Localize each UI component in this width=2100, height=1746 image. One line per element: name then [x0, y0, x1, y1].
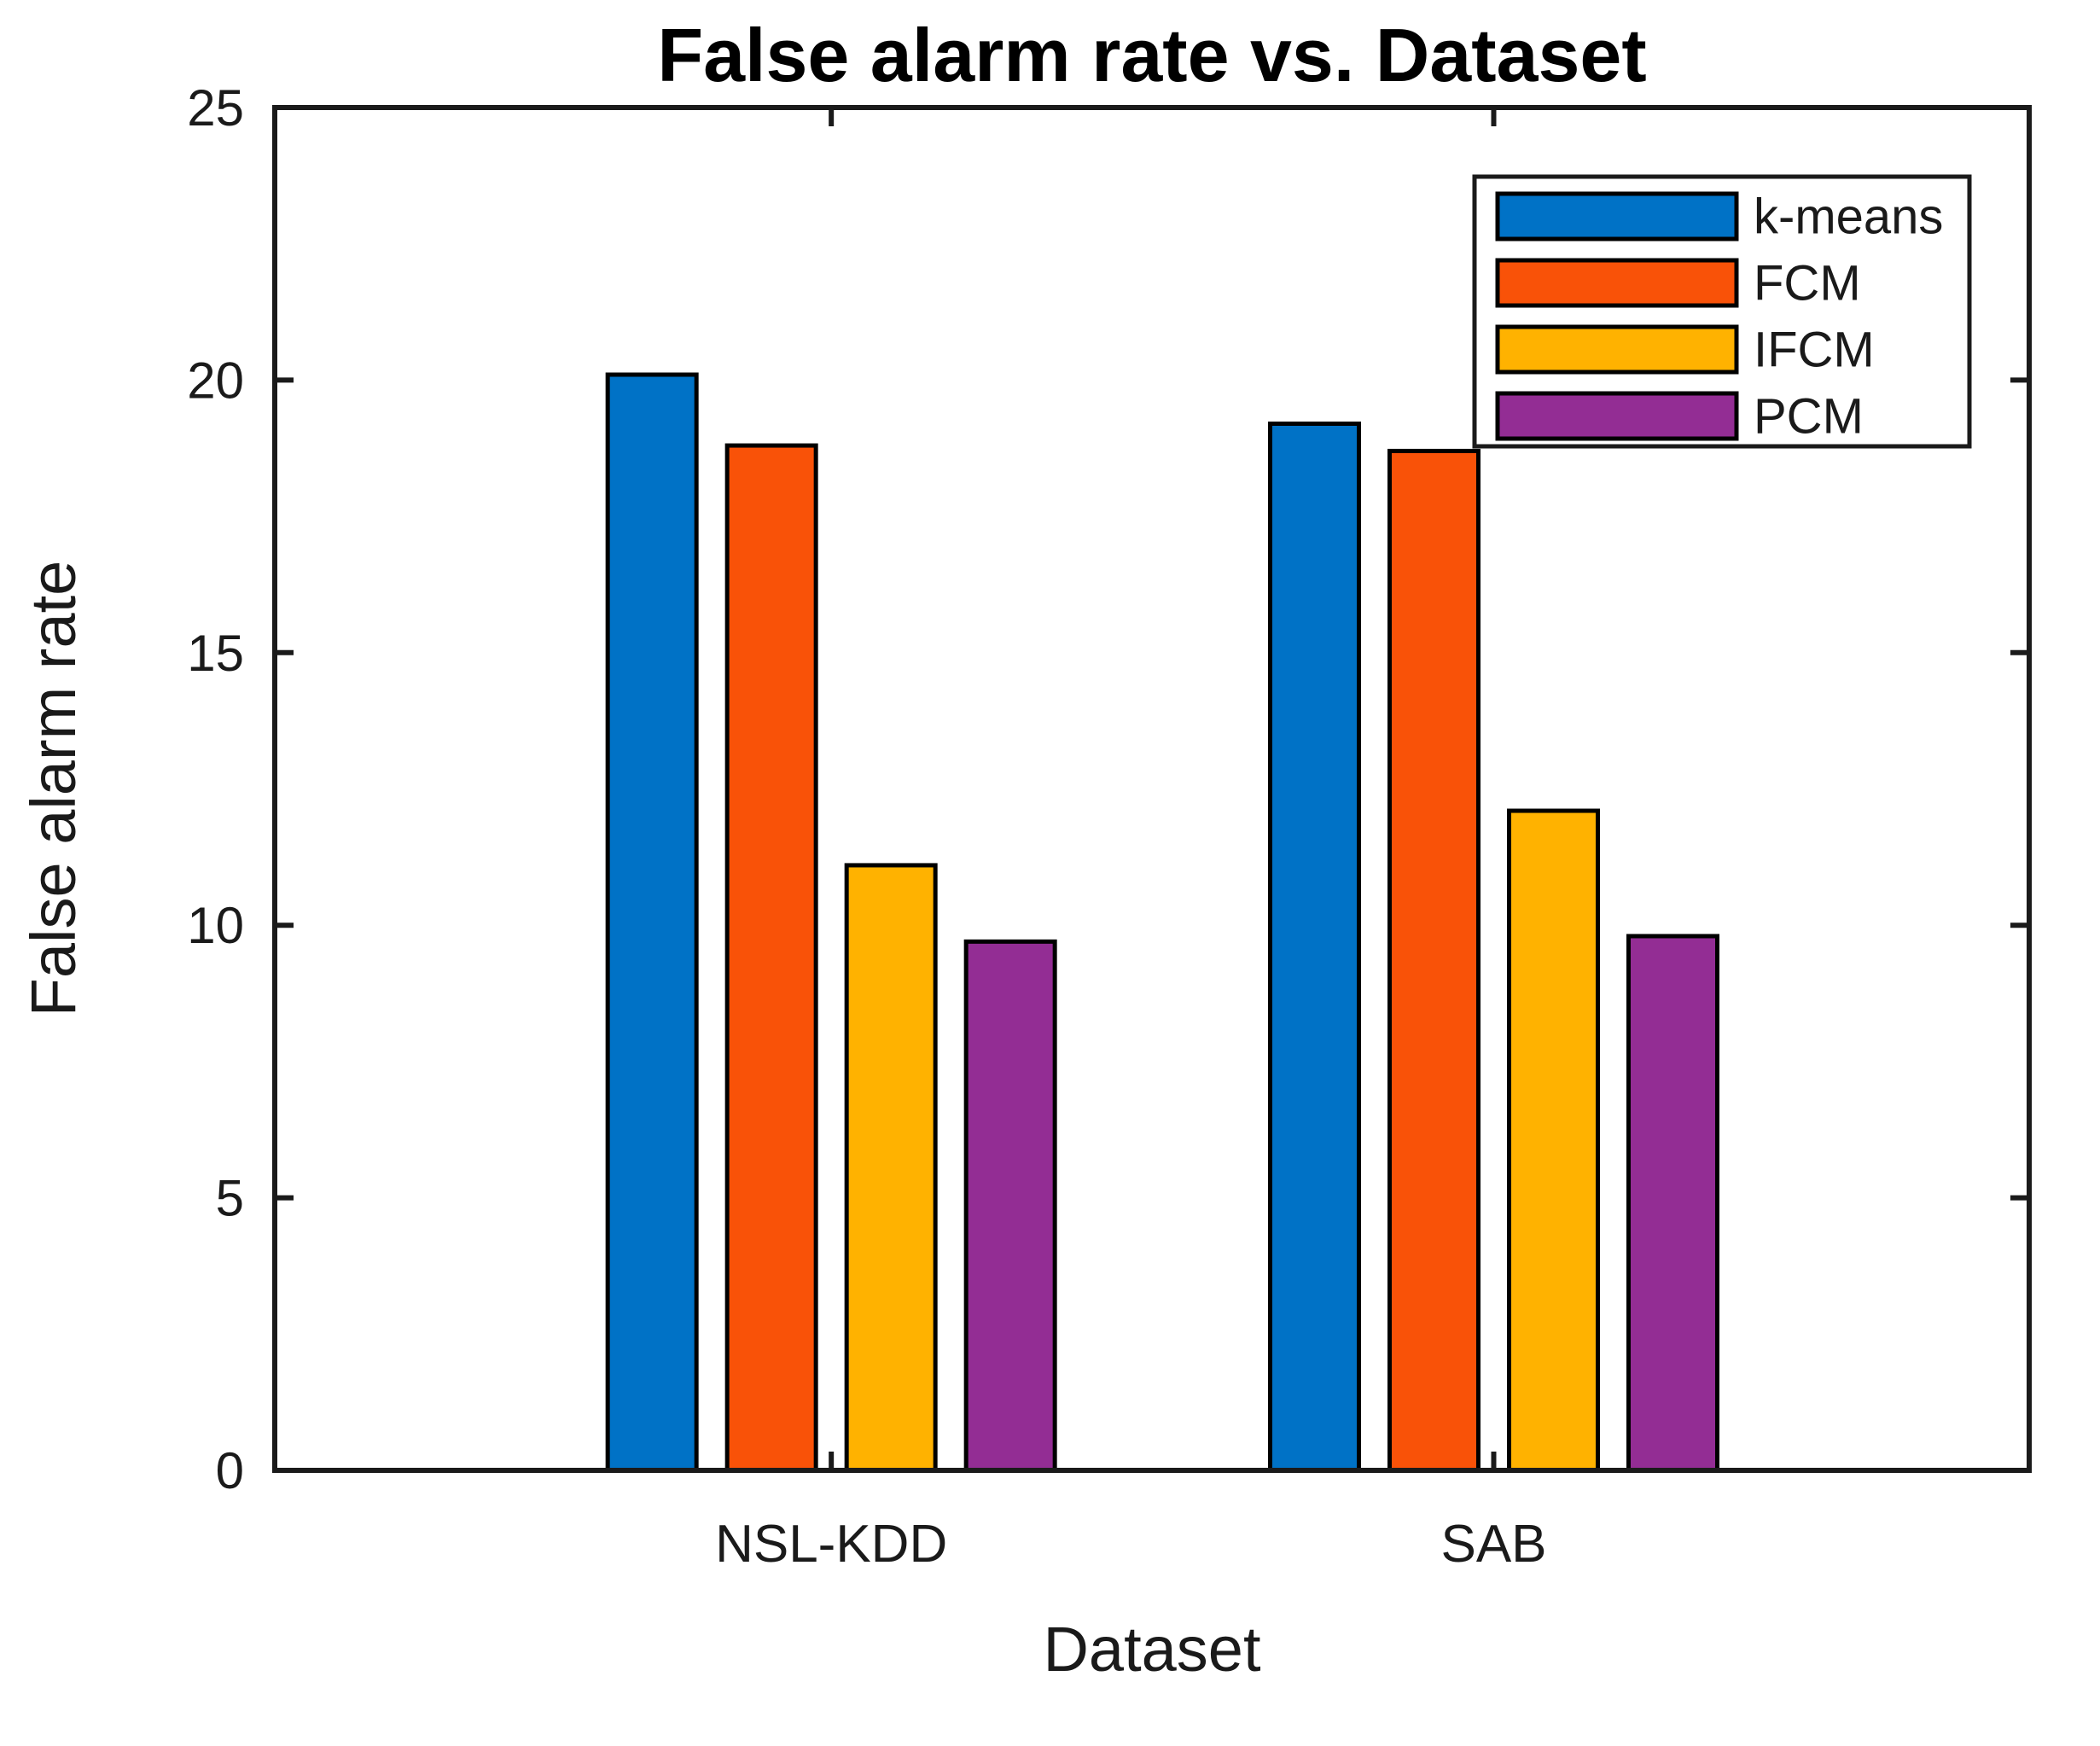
legend-swatch-k-means: [1495, 191, 1739, 242]
y-tick-label: 10: [187, 897, 244, 954]
bar-fcm-sab: [1387, 448, 1481, 1473]
plot-border: [272, 105, 2032, 1473]
bar-k-means-nsl-kdd: [605, 372, 699, 1473]
legend-label-pcm: PCM: [1754, 389, 1864, 445]
y-axis-label: False alarm rate: [18, 561, 89, 1017]
bar-ifcm-nsl-kdd: [844, 863, 938, 1473]
bars-layer: [605, 372, 1720, 1473]
bar-pcm-nsl-kdd: [963, 939, 1057, 1473]
chart-title: False alarm rate vs. Dataset: [657, 13, 1646, 97]
y-tick-label: 0: [216, 1442, 244, 1499]
legend-swatch-pcm: [1495, 391, 1739, 441]
legend-label-ifcm: IFCM: [1754, 323, 1875, 378]
legend-label-k-means: k-means: [1754, 189, 1943, 245]
legend-label-fcm: FCM: [1754, 256, 1861, 311]
bar-k-means-sab: [1268, 422, 1362, 1473]
legend-swatch-fcm: [1495, 258, 1739, 308]
y-tick-label: 25: [187, 79, 244, 137]
axes-layer: 0 5 10 15 20 25 NSL-KDD SAB: [187, 79, 2032, 1574]
x-tick-label: SAB: [1440, 1515, 1546, 1574]
legend-swatch-ifcm: [1495, 324, 1739, 375]
y-tick-label: 15: [187, 625, 244, 682]
bar-pcm-sab: [1626, 934, 1720, 1473]
legend: k-means FCM IFCM PCM: [1472, 174, 1972, 449]
y-tick-label: 5: [216, 1170, 244, 1227]
y-tick-label: 20: [187, 352, 244, 409]
x-axis-label: Dataset: [1043, 1614, 1260, 1685]
x-tick-label: NSL-KDD: [715, 1515, 947, 1574]
bar-ifcm-sab: [1507, 808, 1601, 1473]
bar-fcm-nsl-kdd: [724, 443, 818, 1473]
